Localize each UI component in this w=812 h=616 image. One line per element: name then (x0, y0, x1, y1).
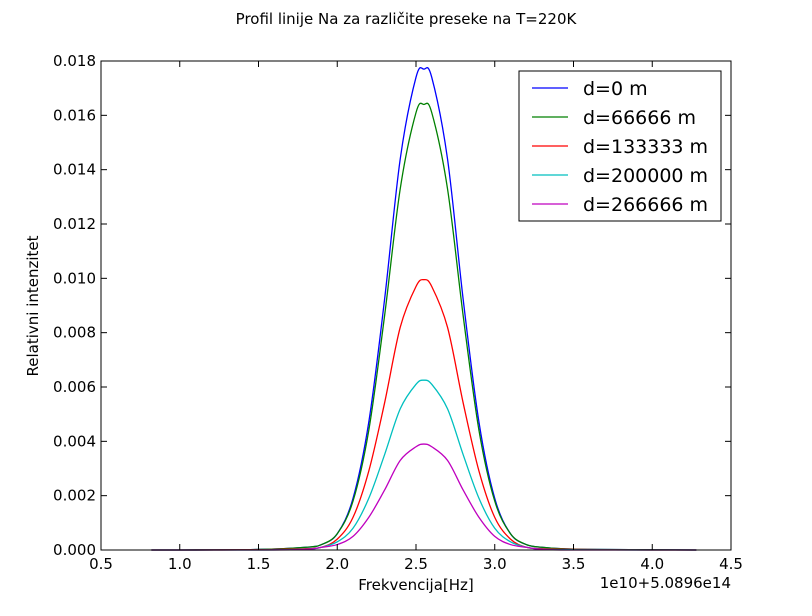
y-tick-label: 0.006 (53, 378, 96, 396)
series-line-2 (151, 102, 697, 551)
x-tick-label: 2.5 (404, 555, 428, 573)
y-tick-label: 0.016 (53, 106, 96, 124)
y-tick-label: 0.010 (53, 269, 96, 287)
y-axis-title: Relativni intenzitet (24, 235, 42, 376)
y-tick-label: 0.000 (53, 541, 96, 559)
x-tick-label: 1.0 (168, 555, 192, 573)
legend-entry-2: d=66666 m (583, 107, 696, 129)
x-axis-title: Frekvencija[Hz] (358, 576, 474, 594)
plot-frame (100, 60, 732, 551)
x-tick-label: 1.5 (247, 555, 271, 573)
x-tick-label: 2.0 (325, 555, 349, 573)
ticks-layer: 0.5 1.0 1.5 2.0 2.5 3.0 3.5 4.0 4.5 0.000 0.002 0.0… (53, 52, 743, 573)
legend: d=0 m d=66666 m d=133333 m d=200000 m d=2666… (518, 70, 722, 222)
y-tick-label: 0.014 (53, 161, 96, 179)
legend-entry-5: d=266666 m (583, 194, 708, 216)
x-tick-label: 4.5 (719, 555, 743, 573)
series-line-5 (151, 443, 697, 551)
legend-entry-3: d=133333 m (583, 136, 708, 158)
x-offset-label: 1e10+5.0896e14 (600, 574, 731, 592)
y-tick-label: 0.008 (53, 324, 96, 342)
y-tick-label: 0.012 (53, 215, 96, 233)
series-layer (151, 66, 697, 551)
legend-entry-1: d=0 m (583, 78, 648, 100)
y-tick-label: 0.018 (53, 52, 96, 70)
x-tick-label: 0.5 (89, 555, 113, 573)
x-tick-label: 3.5 (562, 555, 586, 573)
x-tick-label: 4.0 (640, 555, 664, 573)
chart-title: Profil linije Na za različite preseke na… (236, 10, 578, 28)
y-tick-label: 0.002 (53, 487, 96, 505)
legend-entry-4: d=200000 m (583, 165, 708, 187)
y-tick-label: 0.004 (53, 432, 96, 450)
x-tick-label: 3.0 (483, 555, 507, 573)
